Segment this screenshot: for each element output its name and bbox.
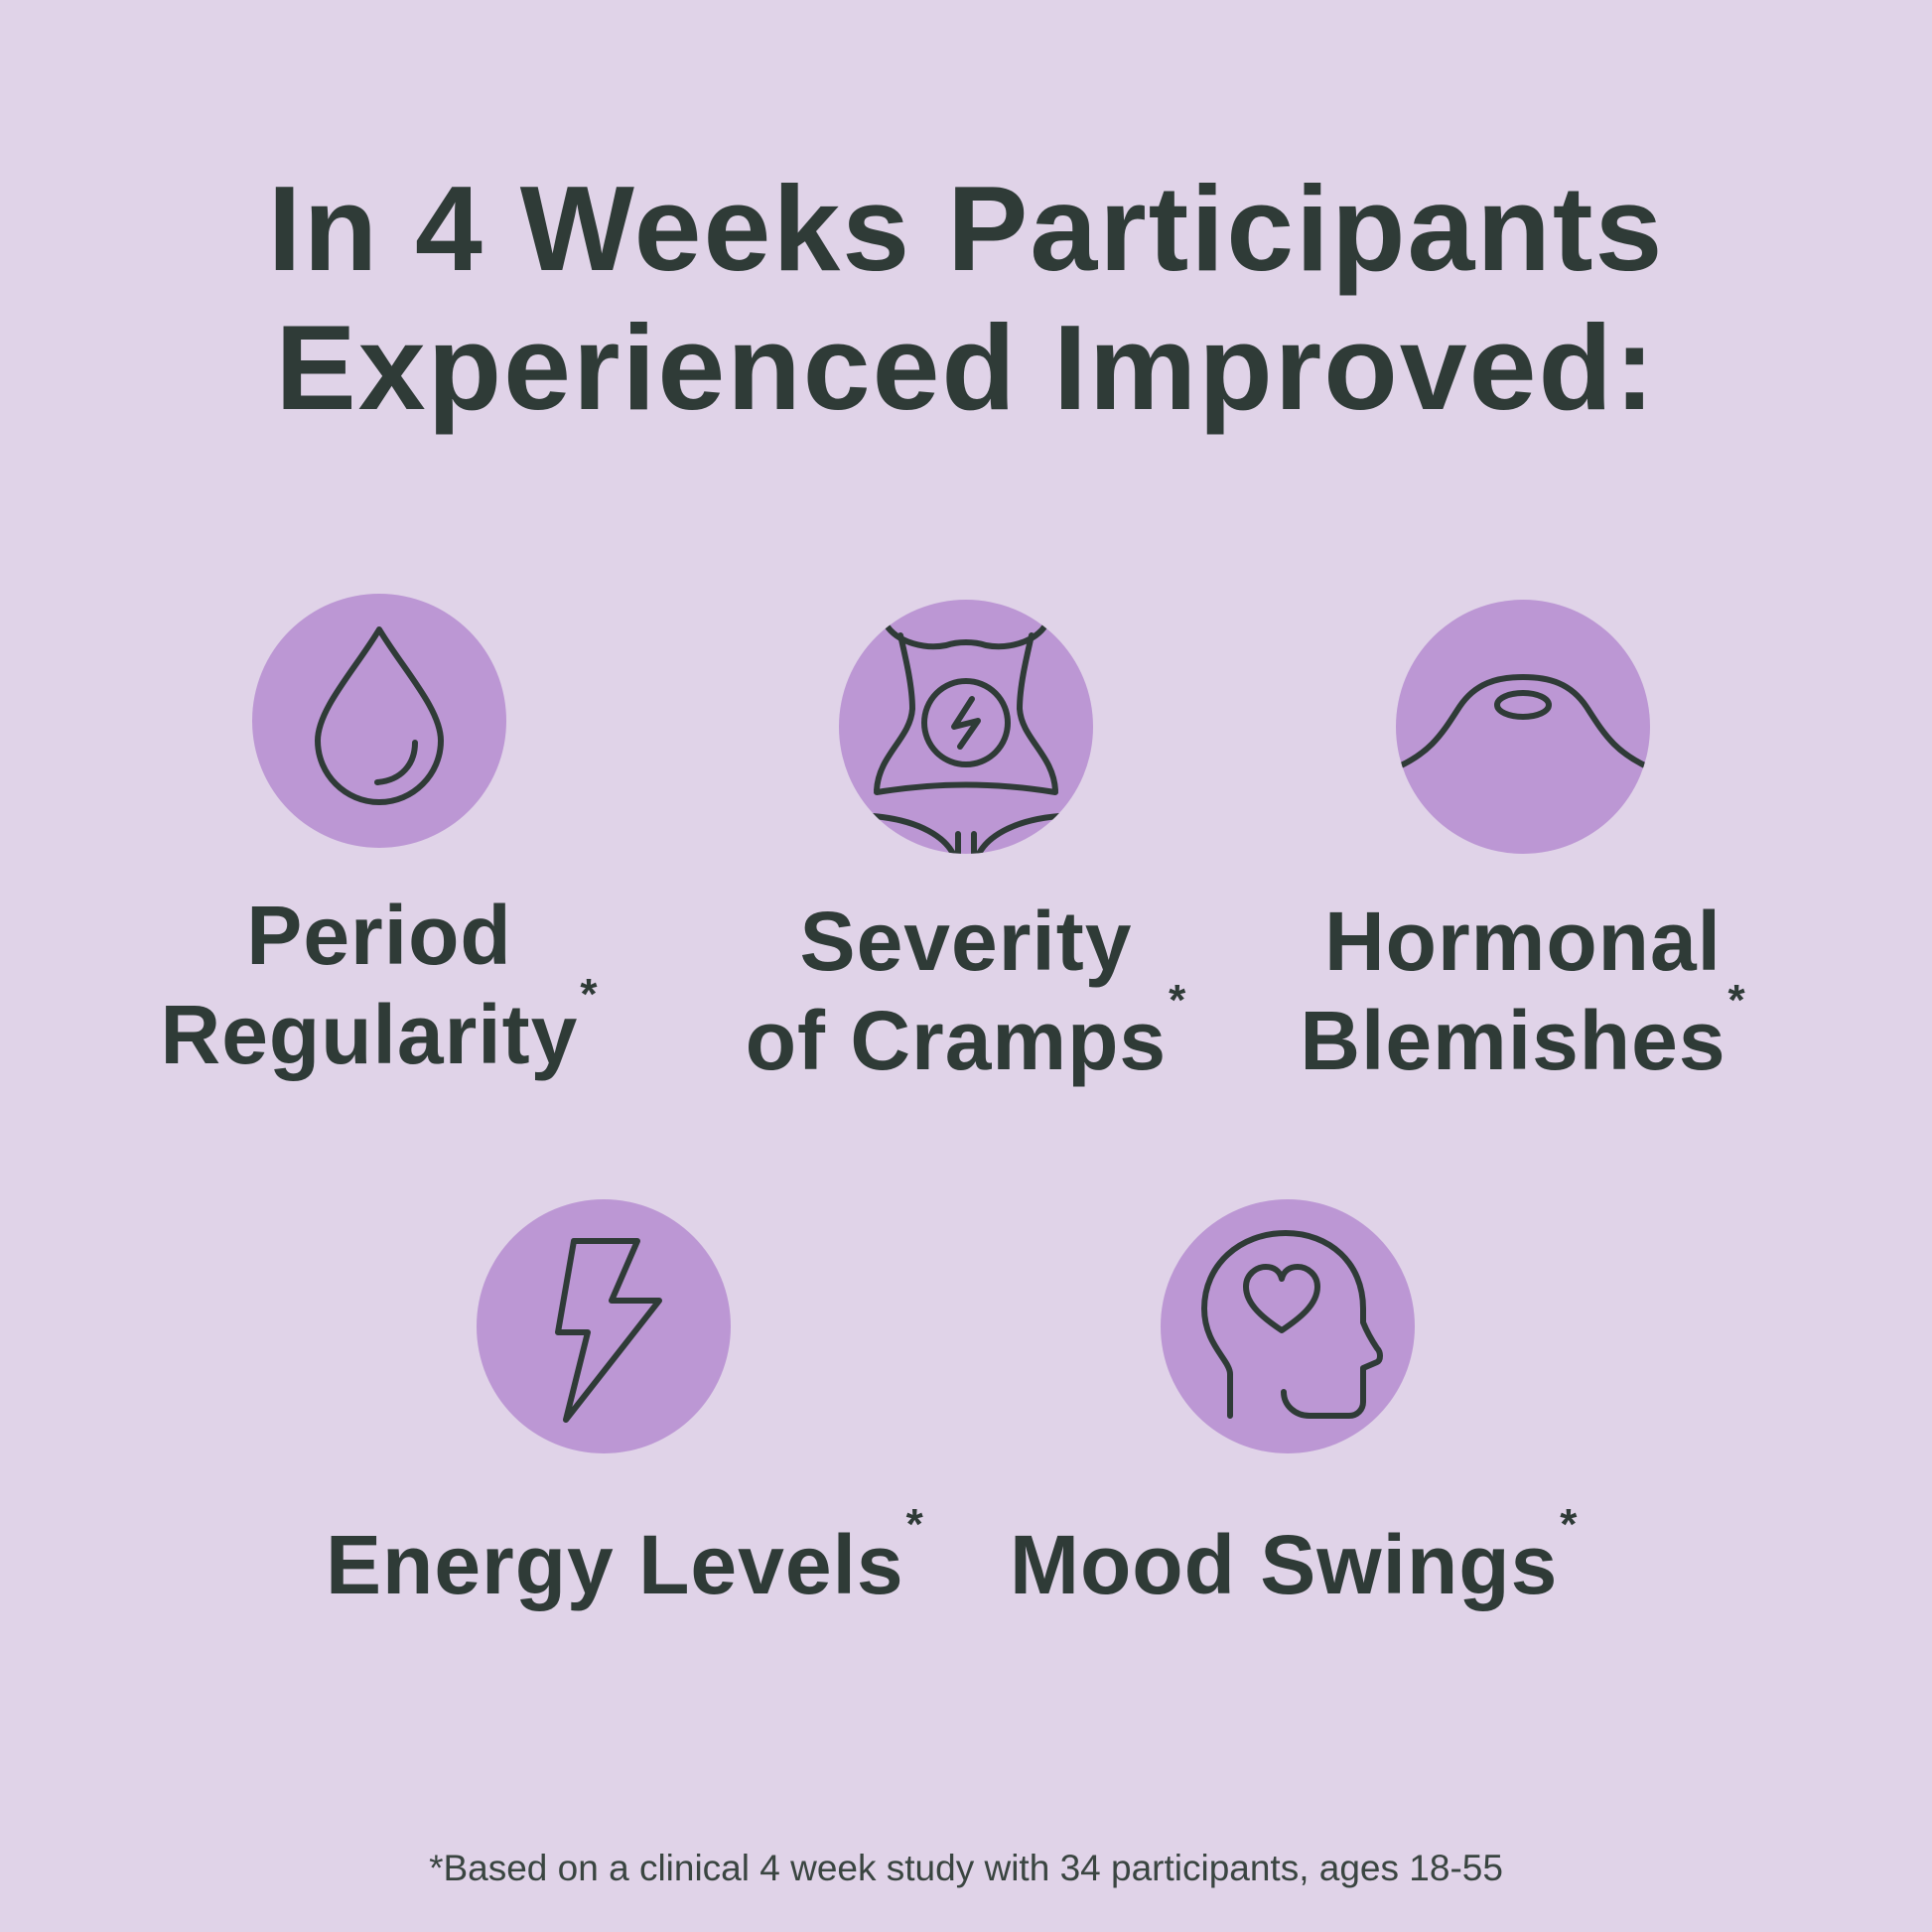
asterisk-mark: * [580, 970, 599, 1019]
benefit-label: Period Regularity* [101, 886, 657, 1084]
benefit-icon-circle [1161, 1199, 1415, 1453]
benefit-icon-circle [477, 1199, 731, 1453]
study-footnote: *Based on a clinical 4 week study with 3… [429, 1848, 1503, 1888]
benefit-label-line-2: Blemishes* [1300, 976, 1746, 1088]
benefit-icon-circle [839, 600, 1093, 854]
benefit-mood-swings: Mood Swings* [1010, 1199, 1579, 1614]
headline: In 4 Weeks Participants Experienced Impr… [0, 159, 1932, 437]
benefit-severity-of-cramps: Severity of Cramps* [688, 600, 1244, 1090]
benefit-hormonal-blemishes: Hormonal Blemishes* [1245, 600, 1801, 1090]
headline-line-1: In 4 Weeks Participants [267, 161, 1665, 296]
benefit-label-line-1: Severity [799, 895, 1133, 988]
benefit-label: Severity of Cramps* [688, 892, 1244, 1090]
asterisk-mark: * [1560, 1500, 1579, 1549]
benefit-label-line-2: of Cramps* [745, 976, 1187, 1088]
asterisk-mark: * [1169, 976, 1187, 1025]
benefit-label-line-1: Mood Swings* [1010, 1500, 1579, 1612]
benefit-energy-levels: Energy Levels* [326, 1199, 924, 1614]
benefit-label-line-1: Period [246, 889, 512, 982]
benefit-label-line-2: Regularity* [160, 970, 599, 1082]
benefit-icon-circle [252, 594, 506, 848]
asterisk-mark: * [1727, 976, 1746, 1025]
benefit-period-regularity: Period Regularity* [101, 594, 657, 1084]
abdomen-cramp-icon [870, 622, 1062, 854]
skin-blemish-icon [1396, 674, 1650, 771]
head-heart-icon [1201, 1230, 1383, 1419]
lightning-bolt-icon [555, 1238, 662, 1423]
benefit-label: Mood Swings* [1010, 1500, 1579, 1614]
asterisk-mark: * [905, 1500, 924, 1549]
headline-line-2: Experienced Improved: [275, 300, 1657, 435]
benefit-label: Energy Levels* [326, 1500, 924, 1614]
benefit-label: Hormonal Blemishes* [1245, 892, 1801, 1090]
benefit-label-line-1: Energy Levels* [326, 1500, 924, 1612]
benefit-label-line-1: Hormonal [1323, 895, 1723, 988]
benefit-icon-circle [1396, 600, 1650, 854]
drop-icon [315, 626, 444, 805]
